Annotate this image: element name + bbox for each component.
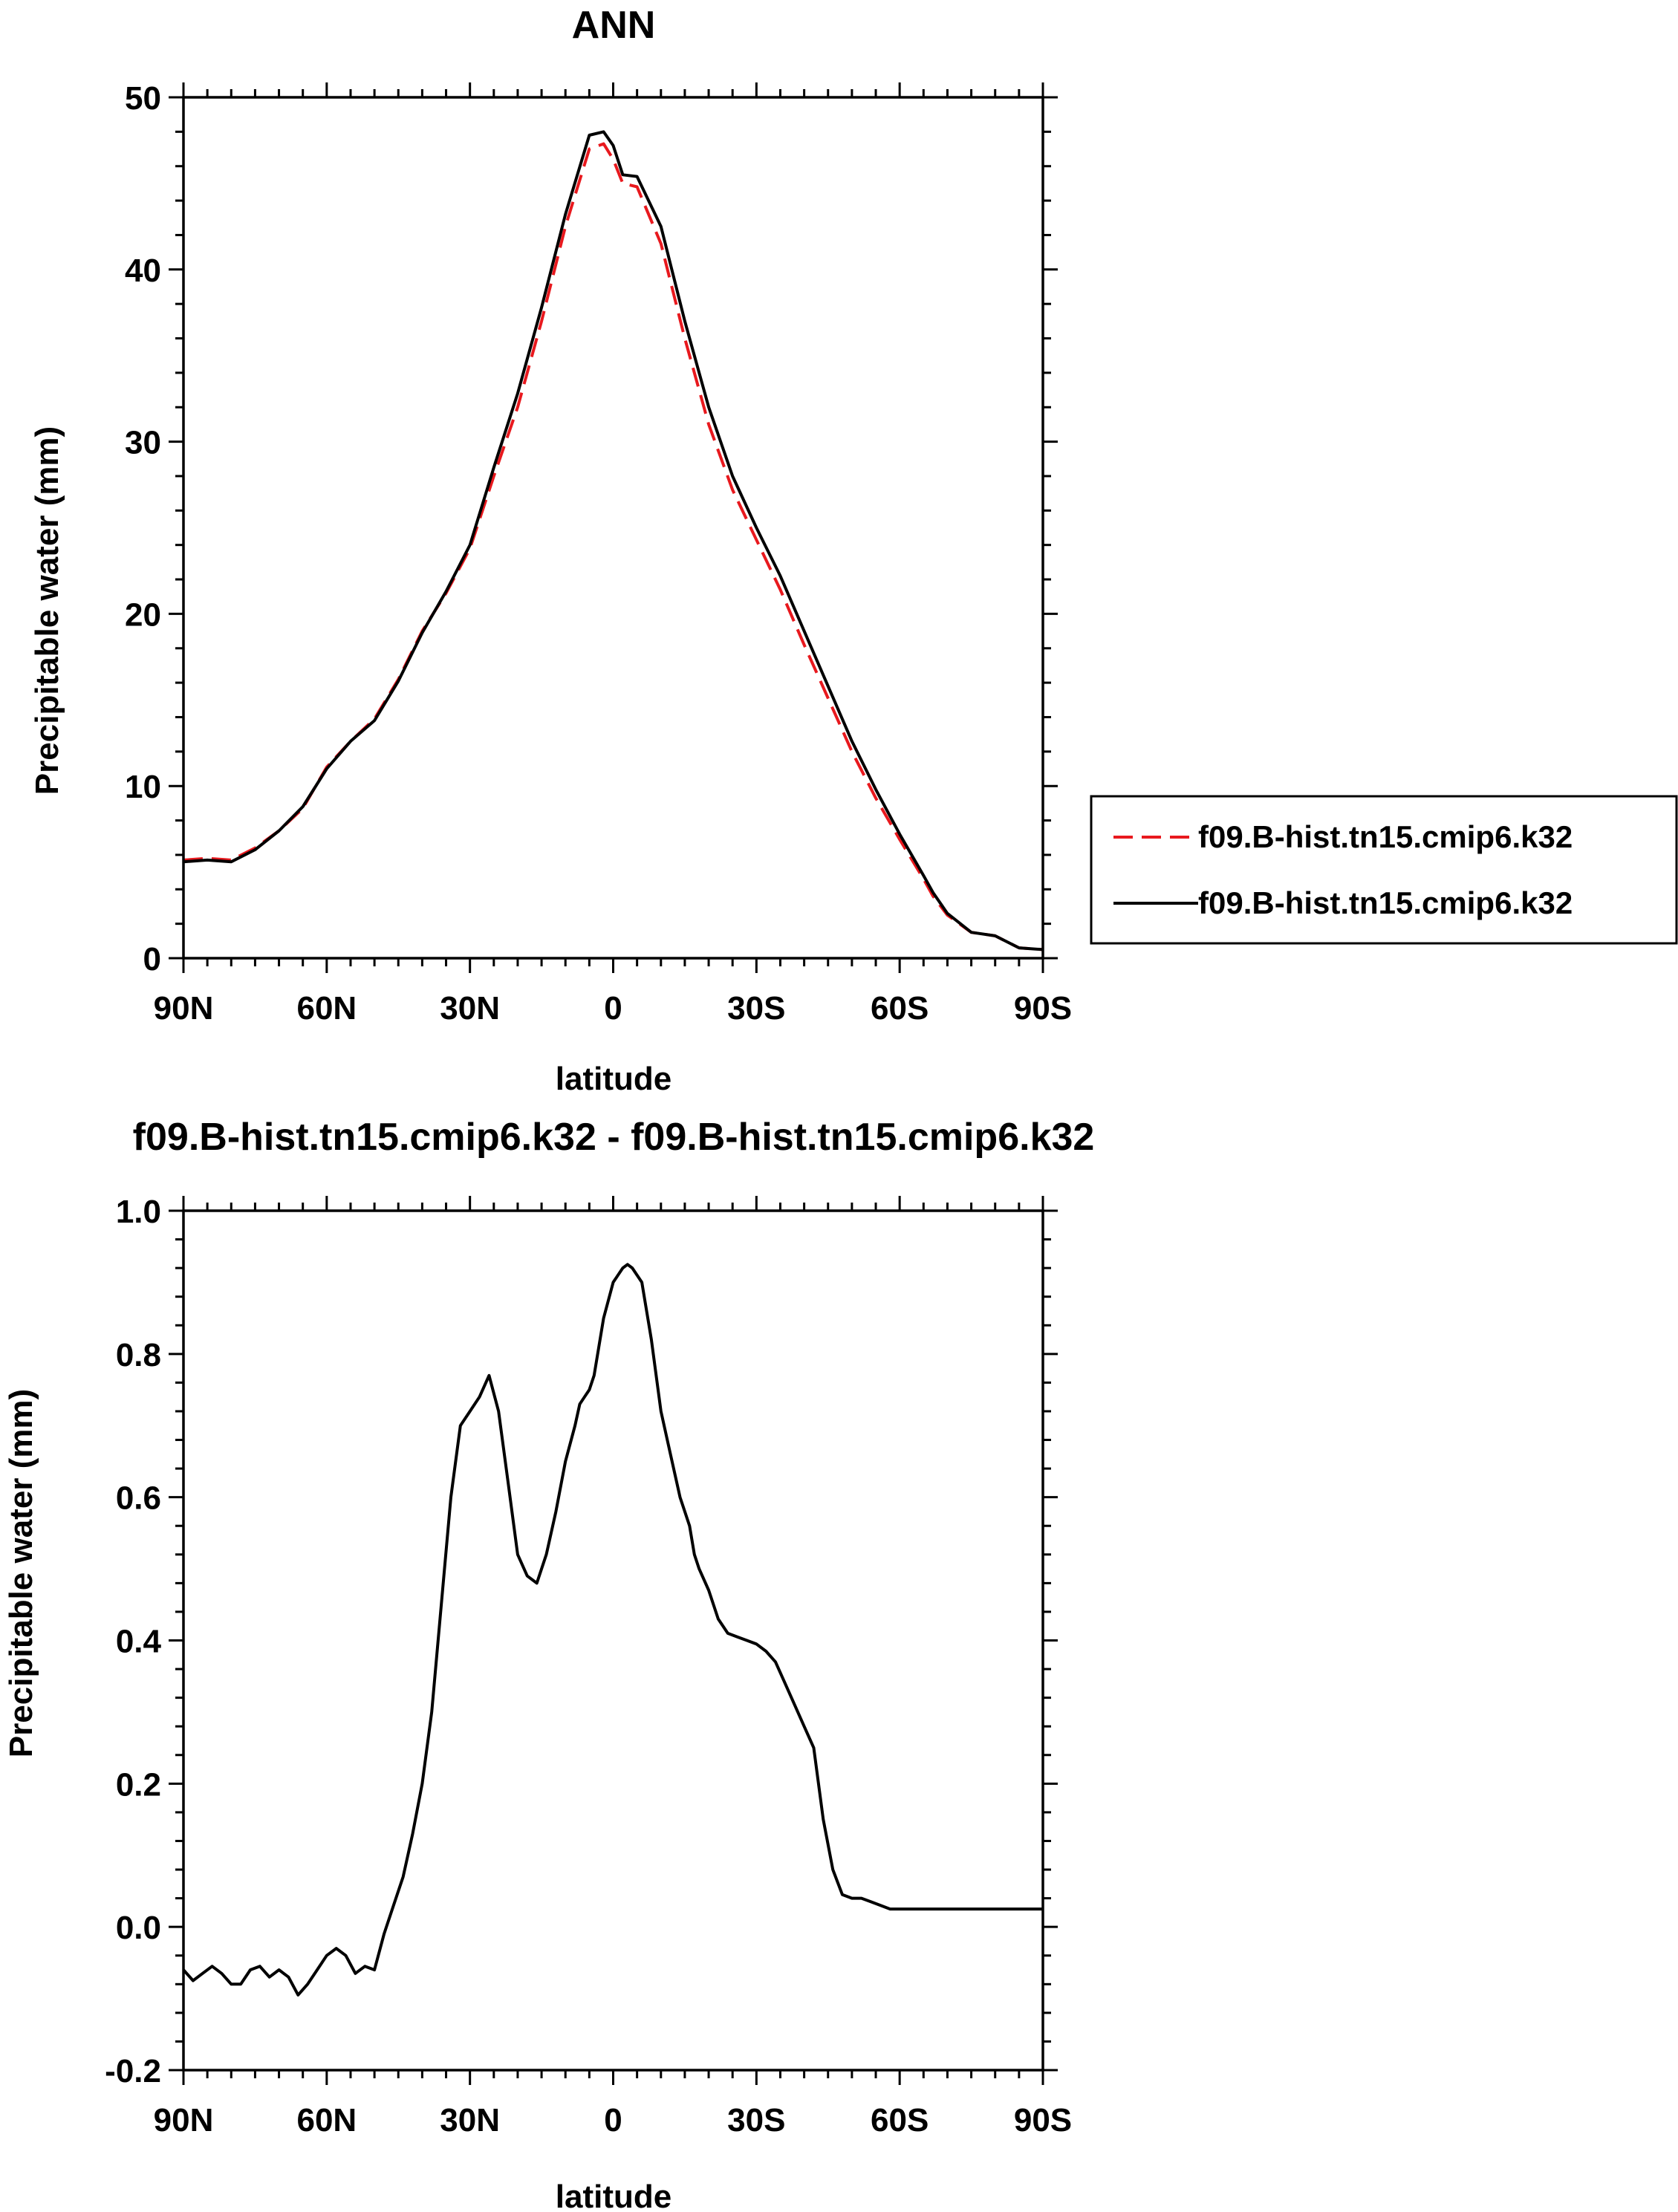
bottom-x-tick-label: 90N	[154, 2102, 214, 2138]
top-chart-title: ANN	[572, 4, 656, 47]
bottom-y-tick-label: 0.4	[116, 1624, 162, 1660]
bottom-x-axis-title: latitude	[556, 2179, 671, 2212]
bottom-y-tick-label: 1.0	[116, 1194, 161, 1230]
top-x-tick-label: 60N	[296, 990, 357, 1027]
top-axes: 90N 60N 30N 0 30S 60S 90S 0 10 20 30 40 50	[125, 80, 1072, 1027]
legend-box	[1090, 795, 1678, 945]
bottom-x-tick-label: 30N	[440, 2102, 500, 2138]
bottom-x-tick-label: 0	[604, 2102, 622, 2138]
top-x-tick-label: 60S	[871, 990, 929, 1027]
top-x-tick-label: 30S	[727, 990, 785, 1027]
top-y-tick-label: 50	[125, 80, 161, 117]
bottom-y-tick-label: 0.0	[116, 1910, 161, 1946]
top-series-line-1	[183, 130, 1043, 952]
top-x-tick-label: 30N	[440, 990, 500, 1027]
bottom-y-tick-label: 0.2	[116, 1766, 161, 1803]
top-x-tick-label: 90S	[1014, 990, 1072, 1027]
bottom-chart-title: f09.B-hist.tn15.cmip6.k32 - f09.B-hist.t…	[133, 1116, 1095, 1159]
top-y-tick-label: 30	[125, 425, 161, 461]
bottom-plot-area	[183, 1263, 1043, 1997]
bottom-axes: 90N 60N 30N 0 30S 60S 90S -0.2 0.0 0.2 0.4 0.6 0.8 1.…	[105, 1194, 1072, 2138]
top-plot-area	[183, 130, 1043, 952]
top-y-tick-label: 40	[125, 253, 161, 289]
top-x-tick-label: 0	[604, 990, 622, 1027]
top-y-axis-title: Precipitable water (mm)	[29, 426, 65, 795]
top-y-tick-label: 0	[143, 941, 161, 977]
bottom-panel: f09.B-hist.tn15.cmip6.k32 - f09.B-hist.t…	[3, 1116, 1094, 2212]
bottom-x-tick-label: 60S	[871, 2102, 929, 2138]
top-x-axis-title: latitude	[556, 1061, 671, 1097]
bottom-x-tick-label: 60N	[296, 2102, 357, 2138]
top-legend: f09.B-hist.tn15.cmip6.k32 f09.B-hist.tn1…	[1090, 795, 1678, 945]
top-x-tick-label: 90N	[154, 990, 214, 1027]
bottom-y-tick-label: 0.8	[116, 1337, 161, 1373]
legend-label-0: f09.B-hist.tn15.cmip6.k32	[1198, 819, 1573, 854]
bottom-x-tick-label: 90S	[1014, 2102, 1072, 2138]
bottom-y-axis-title: Precipitable water (mm)	[3, 1389, 39, 1757]
bottom-y-tick-label: -0.2	[105, 2053, 161, 2089]
top-panel: ANN 90N 60N 30N 0 30S 60S 90S 0 10 20 30 40 50 latit…	[29, 4, 1678, 1097]
bottom-y-tick-label: 0.6	[116, 1480, 161, 1517]
legend-label-1: f09.B-hist.tn15.cmip6.k32	[1198, 885, 1573, 920]
bottom-x-tick-label: 30S	[727, 2102, 785, 2138]
top-y-tick-label: 20	[125, 596, 161, 633]
top-y-tick-label: 10	[125, 769, 161, 805]
bottom-series-line-0	[183, 1263, 1043, 1997]
